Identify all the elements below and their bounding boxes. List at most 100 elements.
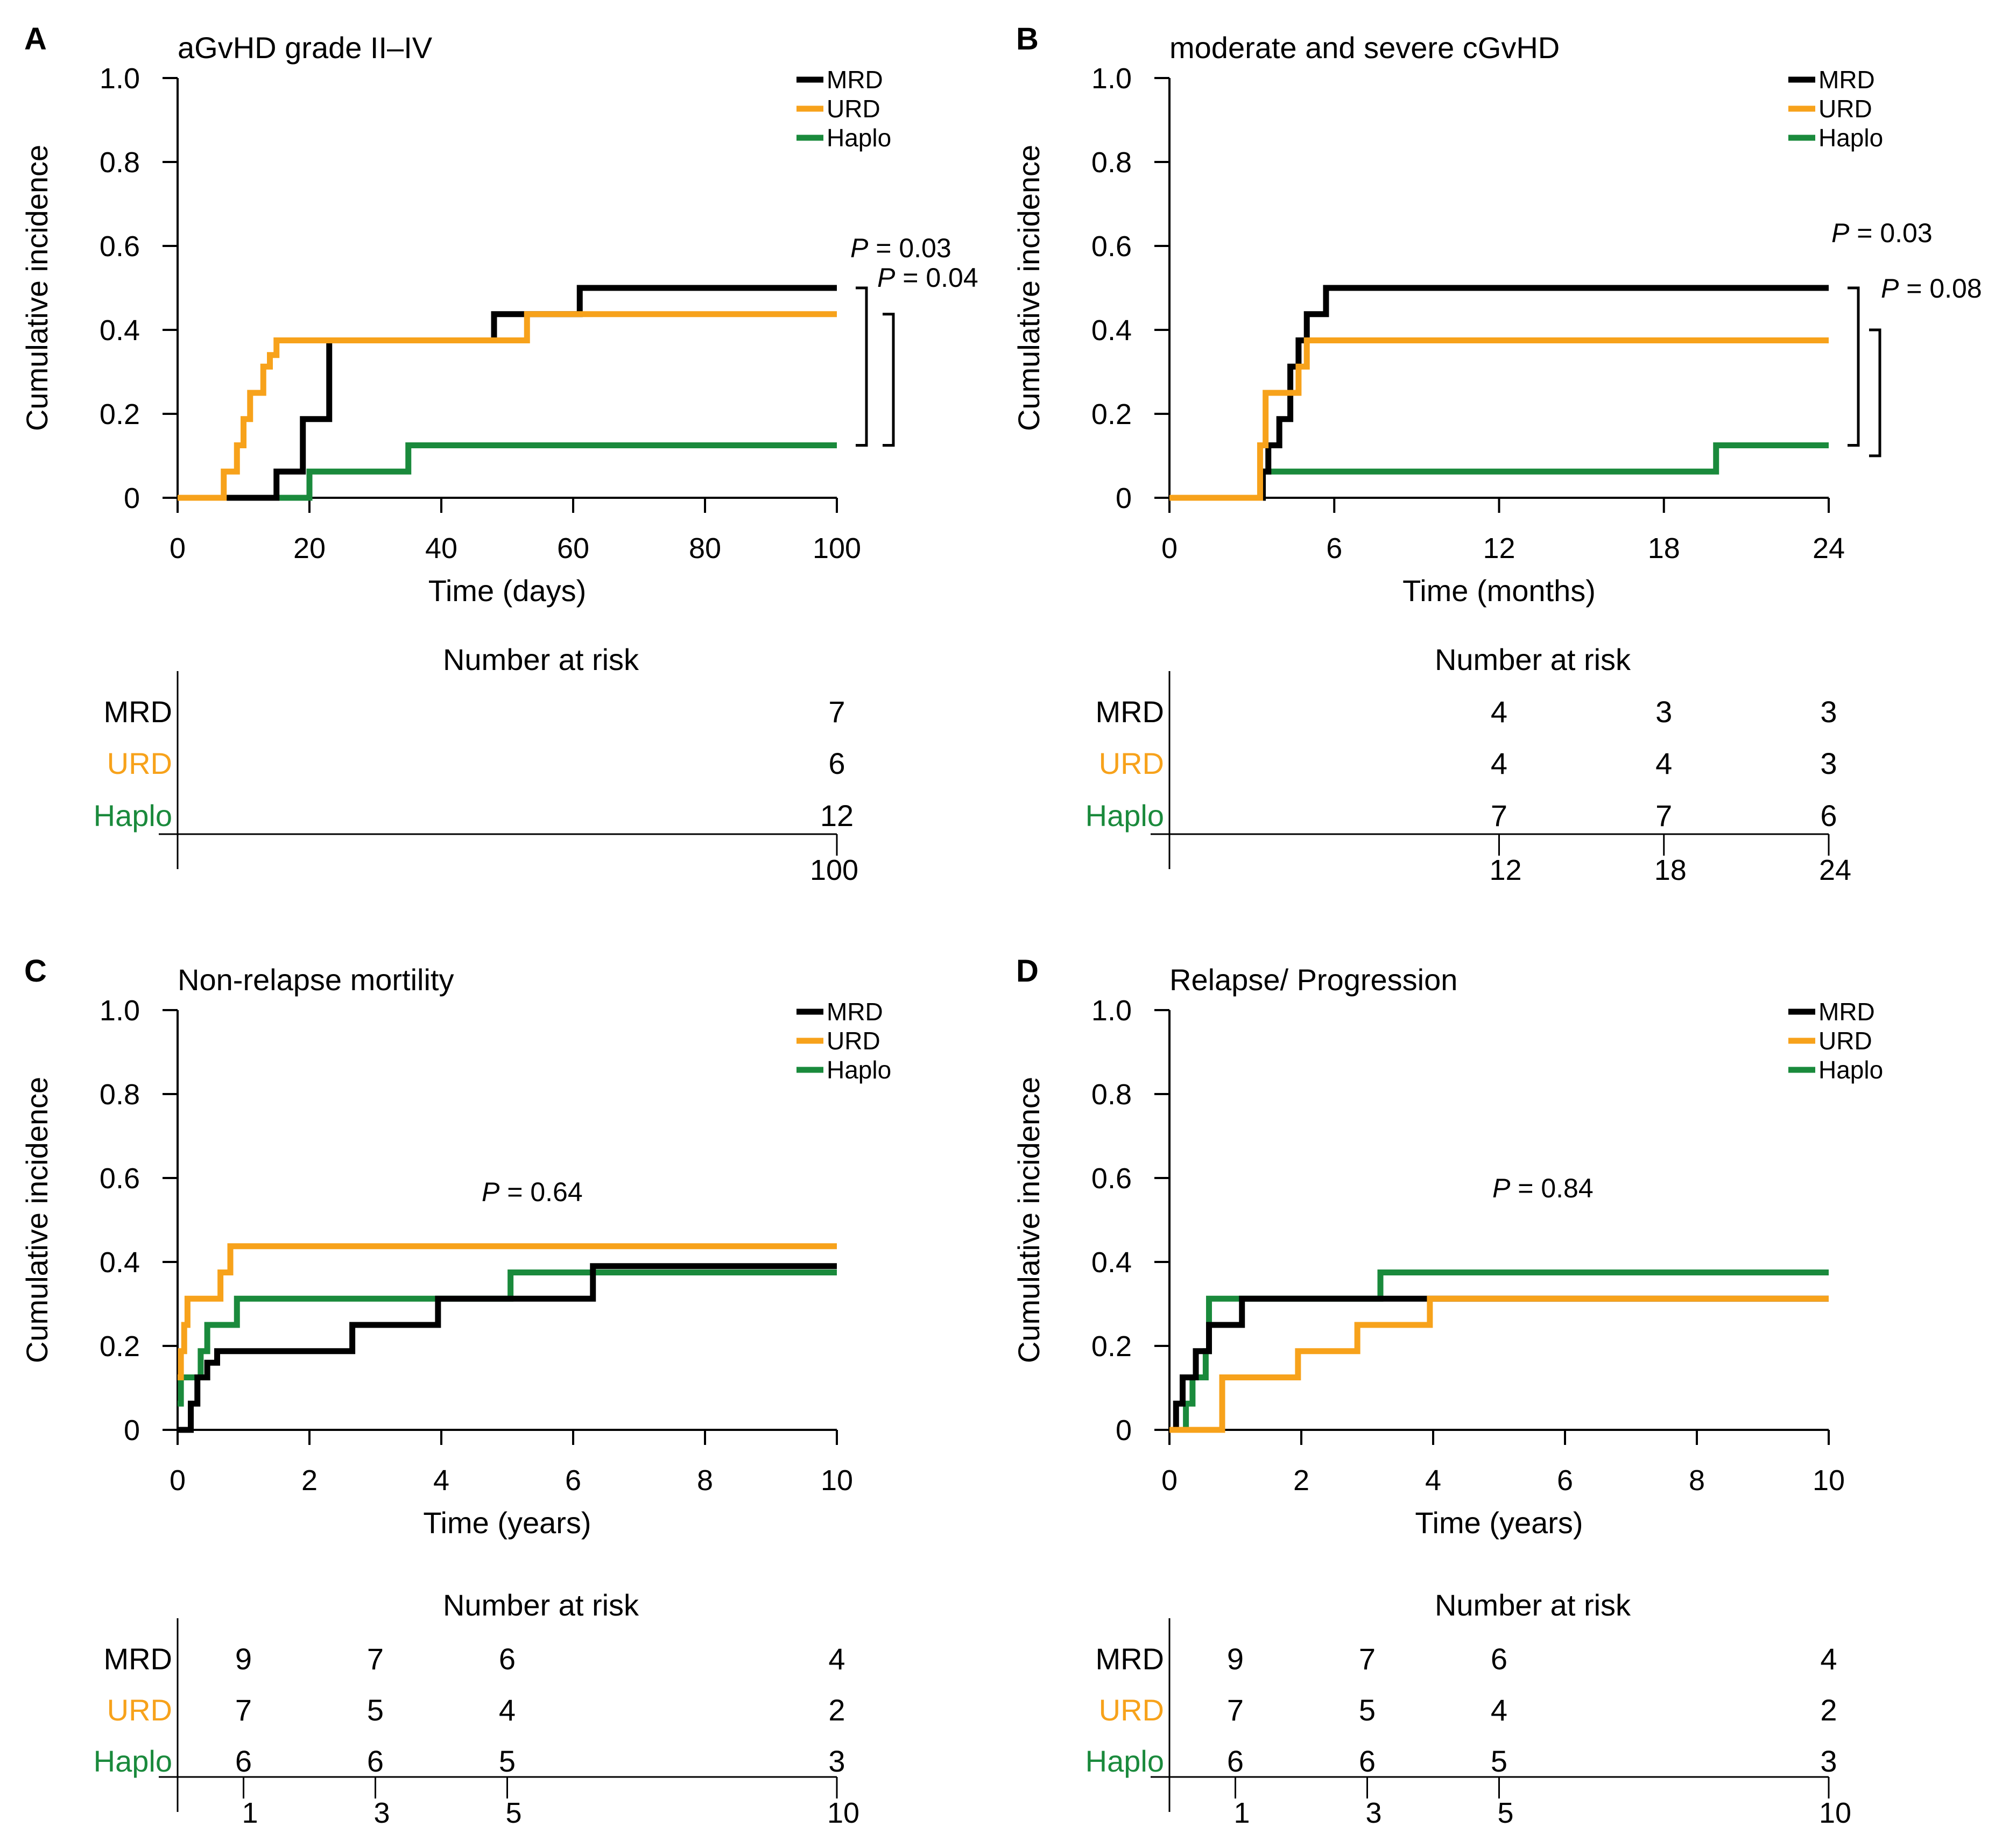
risk-row-label-mrd: MRD — [1095, 695, 1164, 729]
x-tick-label: 8 — [1689, 1464, 1705, 1497]
panel-title: Non-relapse mortility — [178, 963, 454, 997]
risk-count: 2 — [828, 1693, 845, 1727]
x-tick-label: 18 — [1648, 532, 1680, 565]
risk-row-label-urd: URD — [107, 746, 172, 780]
y-tick-label: 0.6 — [100, 1162, 140, 1195]
legend-label-urd: URD — [827, 1027, 880, 1055]
pvalue-label: P = 0.03 — [1831, 218, 1933, 248]
y-tick-label: 0.8 — [100, 1078, 140, 1111]
legend-label-haplo: Haplo — [827, 124, 891, 152]
pvalue-value: = 0.64 — [499, 1177, 582, 1207]
risk-table-tick-label: 100 — [810, 854, 858, 886]
y-axis-title: Cumulative incidence — [20, 1077, 54, 1363]
x-tick-label: 24 — [1813, 532, 1845, 565]
y-tick-label: 0.4 — [1091, 1246, 1132, 1279]
risk-table-tick-label: 10 — [827, 1797, 859, 1829]
y-tick-label: 0.8 — [100, 146, 140, 179]
x-axis-title: Time (days) — [428, 574, 587, 608]
risk-count: 3 — [828, 1744, 845, 1778]
risk-count: 4 — [499, 1693, 516, 1727]
x-tick-label: 10 — [1813, 1464, 1845, 1497]
risk-table-tick-label: 5 — [1497, 1797, 1513, 1829]
risk-count: 9 — [1227, 1642, 1244, 1676]
pvalue-label: P = 0.08 — [1881, 273, 1982, 304]
pvalue-label: P = 0.64 — [482, 1177, 583, 1207]
risk-row-label-haplo: Haplo — [94, 799, 172, 833]
x-tick-label: 8 — [697, 1464, 713, 1497]
risk-row-label-mrd: MRD — [1095, 1642, 1164, 1676]
risk-table-tick-label: 18 — [1654, 854, 1687, 886]
risk-count: 6 — [1820, 799, 1837, 833]
pvalue-bracket — [883, 313, 895, 447]
y-tick-label: 0.4 — [100, 314, 140, 347]
risk-table-tick-label: 10 — [1819, 1797, 1851, 1829]
y-axis-title: Cumulative incidence — [20, 145, 54, 431]
curve-mrd — [178, 1263, 837, 1433]
pvalue-value: = 0.03 — [1849, 218, 1932, 248]
y-tick-label: 0.2 — [1091, 398, 1132, 431]
y-axis-title: Cumulative incidence — [1012, 1077, 1046, 1363]
pvalue-prefix: P — [1881, 273, 1899, 304]
legend-label-mrd: MRD — [827, 66, 883, 94]
y-axis-title: Cumulative incidence — [1012, 145, 1046, 431]
legend-label-urd: URD — [1818, 1027, 1872, 1055]
pvalue-label: P = 0.03 — [850, 233, 951, 263]
risk-count: 12 — [820, 799, 854, 833]
risk-count: 3 — [1820, 746, 1837, 780]
risk-count: 5 — [1491, 1744, 1507, 1778]
risk-count: 7 — [367, 1642, 384, 1676]
x-tick-label: 4 — [1425, 1464, 1441, 1497]
legend-label-haplo: Haplo — [1818, 124, 1883, 152]
y-tick-label: 1.0 — [1091, 994, 1132, 1027]
pvalue-prefix: P — [850, 233, 869, 263]
panel-letter: D — [1016, 954, 1039, 989]
risk-count: 7 — [1491, 799, 1507, 833]
risk-table-tick-label: 3 — [1365, 1797, 1381, 1829]
risk-count: 5 — [499, 1744, 516, 1778]
pvalue-value: = 0.03 — [868, 233, 951, 263]
risk-table-title: Number at risk — [443, 643, 639, 676]
x-tick-label: 0 — [1161, 532, 1178, 565]
y-tick-label: 0.8 — [1091, 1078, 1132, 1111]
risk-count: 4 — [1655, 746, 1672, 780]
y-tick-label: 0.4 — [100, 1246, 140, 1279]
curve-mrd — [178, 285, 837, 501]
pvalue-prefix: P — [1831, 218, 1850, 248]
y-tick-label: 0 — [1116, 1414, 1132, 1447]
y-tick-label: 1.0 — [100, 994, 140, 1027]
panel-c: C Non-relapse mortility 0 0.2 0.4 0.6 0.8 1.0 0 2… — [20, 954, 891, 1829]
pvalue-label: P = 0.84 — [1492, 1173, 1594, 1203]
risk-table-tick-label: 5 — [505, 1797, 521, 1829]
risk-row-label-urd: URD — [1099, 746, 1164, 780]
curve-haplo — [178, 1269, 837, 1407]
risk-count: 4 — [1491, 695, 1507, 729]
y-tick-label: 1.0 — [1091, 62, 1132, 95]
risk-count: 7 — [235, 1693, 252, 1727]
curve-urd — [1169, 1295, 1829, 1433]
curve-urd — [1169, 337, 1829, 501]
panel-title: moderate and severe cGvHD — [1169, 31, 1560, 65]
x-axis-title: Time (years) — [1415, 1506, 1583, 1540]
y-tick-label: 0.2 — [1091, 1330, 1132, 1363]
risk-table-title: Number at risk — [1435, 1588, 1631, 1622]
risk-count: 6 — [235, 1744, 252, 1778]
curve-haplo — [1169, 1269, 1829, 1433]
y-tick-label: 0.2 — [100, 1330, 140, 1363]
risk-count: 6 — [367, 1744, 384, 1778]
risk-table-title: Number at risk — [443, 1588, 639, 1622]
x-tick-label: 0 — [1161, 1464, 1178, 1497]
x-tick-label: 100 — [813, 532, 861, 565]
pvalue-value: = 0.04 — [895, 263, 978, 293]
risk-count: 6 — [828, 746, 845, 780]
risk-row-label-haplo: Haplo — [1085, 799, 1164, 833]
risk-count: 4 — [1491, 1693, 1507, 1727]
x-tick-label: 2 — [301, 1464, 318, 1497]
risk-count: 4 — [1820, 1642, 1837, 1676]
legend-label-mrd: MRD — [1818, 998, 1875, 1026]
risk-table-tick-label: 3 — [373, 1797, 390, 1829]
risk-count: 6 — [1359, 1744, 1376, 1778]
x-tick-label: 0 — [170, 532, 186, 565]
x-tick-label: 6 — [565, 1464, 581, 1497]
